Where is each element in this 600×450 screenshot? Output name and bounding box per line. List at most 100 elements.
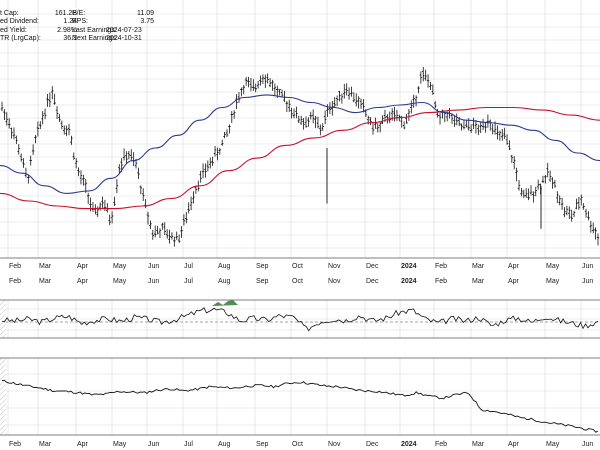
- price-bar: [347, 87, 351, 100]
- x-tick-label: Feb: [9, 263, 21, 270]
- price-bar: [520, 188, 523, 197]
- price-bar: [34, 135, 37, 144]
- price-bar: [106, 203, 109, 213]
- price-bar: [283, 90, 286, 103]
- x-tick-label: 2024: [401, 278, 417, 285]
- x-tick-label: May: [113, 441, 127, 448]
- price-bar: [70, 135, 73, 145]
- price-bar: [556, 191, 559, 204]
- price-bar: [524, 188, 528, 198]
- price-bar: [424, 69, 427, 81]
- price-bar: [460, 123, 463, 131]
- price-bar: [199, 170, 202, 183]
- fund-label: t Cap:: [0, 10, 19, 17]
- price-bar: [117, 164, 121, 174]
- price-bar: [402, 121, 406, 130]
- x-axis-tick-labels: Feb Mar Apr May Jun Jul Aug Sep Oct Nov Dec 2024 Feb…: [9, 263, 593, 448]
- price-bar: [5, 112, 9, 126]
- price-bar: [510, 154, 514, 163]
- price-bar: [259, 75, 262, 86]
- price-bar: [357, 96, 360, 109]
- price-bar: [342, 83, 346, 99]
- fund-value: 161.2B: [54, 10, 77, 17]
- price-bar: [587, 211, 590, 221]
- x-tick-label: Feb: [435, 441, 447, 448]
- hatch-region: [0, 358, 6, 435]
- x-tick-label: Apr: [77, 263, 89, 270]
- price-bar: [438, 113, 442, 125]
- price-bar: [376, 123, 380, 133]
- price-bar: [558, 195, 562, 206]
- price-bar: [244, 76, 248, 86]
- price-bar: [462, 120, 466, 130]
- price-bar: [304, 116, 308, 128]
- price-bar: [19, 153, 23, 162]
- x-tick-label: Apr: [508, 441, 520, 448]
- price-bar: [208, 157, 212, 169]
- price-bar: [393, 106, 396, 122]
- fund-label: ed Dividend:: [0, 18, 39, 26]
- price-bar: [474, 119, 478, 134]
- x-tick-label: Feb: [435, 278, 447, 285]
- fund-value: 2.98%: [57, 26, 77, 34]
- price-bar: [395, 109, 399, 121]
- price-bar: [22, 158, 25, 168]
- x-tick-label: Oct: [292, 263, 303, 270]
- price-bar: [91, 201, 95, 212]
- price-bar: [3, 109, 6, 121]
- price-bar: [417, 86, 420, 94]
- price-bar: [113, 196, 116, 207]
- price-bar: [362, 99, 365, 113]
- x-tick-label: Dec: [366, 441, 379, 448]
- x-tick-label: Jun: [582, 263, 593, 270]
- x-tick-label: Mar: [472, 278, 485, 285]
- fund-label: EPS:: [72, 18, 88, 26]
- x-tick-label: Apr: [508, 263, 520, 270]
- price-bar: [151, 229, 155, 240]
- price-bar: [354, 93, 358, 107]
- x-tick-label: Sep: [256, 441, 269, 448]
- price-bar: [450, 113, 454, 124]
- price-bar: [410, 100, 413, 114]
- price-bar: [419, 71, 423, 84]
- price-bar: [378, 122, 382, 133]
- price-bar: [122, 148, 126, 161]
- chart-grid: [0, 0, 600, 435]
- price-bar: [515, 167, 518, 182]
- price-bar: [153, 225, 157, 238]
- x-tick-label: Feb: [9, 278, 21, 285]
- x-tick-label: Nov: [328, 278, 341, 285]
- price-bar: [206, 160, 210, 172]
- price-bar: [225, 129, 229, 138]
- price-bar: [77, 167, 80, 177]
- fund-value: 11.09: [137, 10, 154, 17]
- price-bar: [381, 115, 384, 124]
- price-bar: [532, 191, 535, 203]
- price-bar: [74, 158, 78, 169]
- fund-value: 1.24: [63, 18, 77, 26]
- price-bar: [86, 192, 90, 205]
- price-bar: [311, 109, 315, 124]
- price-bar: [89, 197, 92, 212]
- fund-label: Next Earnings:: [72, 34, 118, 42]
- x-tick-label: May: [546, 441, 560, 448]
- price-bar: [223, 131, 226, 139]
- x-tick-label: May: [546, 278, 560, 285]
- price-bar: [321, 123, 325, 131]
- x-tick-label: Jun: [148, 441, 159, 448]
- price-bar: [546, 162, 550, 178]
- price-bar: [412, 94, 415, 108]
- price-bar: [237, 91, 241, 103]
- price-bar: [79, 170, 83, 185]
- x-tick-label: Jul: [184, 263, 193, 270]
- ma-short-line: [0, 94, 600, 194]
- price-bar: [268, 78, 272, 88]
- price-bar: [287, 99, 291, 112]
- price-bar: [263, 74, 267, 88]
- price-bar: [230, 110, 234, 124]
- price-bar: [220, 139, 224, 146]
- price-bar: [517, 180, 521, 191]
- fund-label: TR (LrgCap):: [0, 34, 41, 42]
- price-bar: [479, 121, 483, 134]
- price-bar: [132, 152, 135, 167]
